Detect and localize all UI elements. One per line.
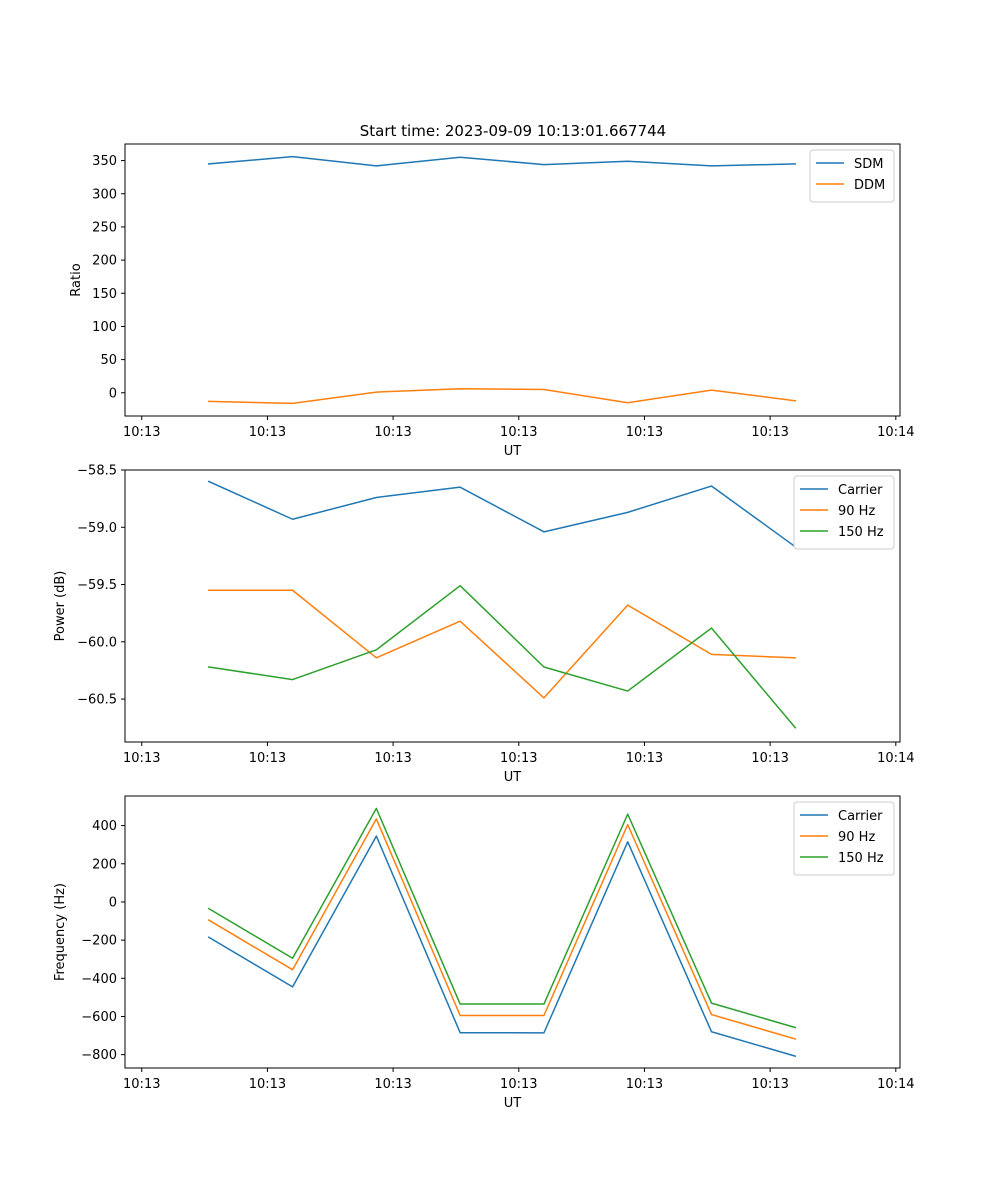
x-tick-label: 10:13 xyxy=(751,1077,788,1092)
y-tick-label: 150 xyxy=(92,287,117,302)
x-tick-label: 10:13 xyxy=(249,751,286,766)
x-tick-label: 10:14 xyxy=(877,1077,914,1092)
y-tick-label: −600 xyxy=(81,1010,117,1025)
y-tick-label: 400 xyxy=(92,819,117,834)
y-axis-label: Frequency (Hz) xyxy=(53,883,68,981)
y-tick-label: −400 xyxy=(81,972,117,987)
series-line-90-hz xyxy=(207,818,797,1040)
x-tick-label: 10:14 xyxy=(877,425,914,440)
x-tick-label: 10:13 xyxy=(374,751,411,766)
legend-label-carrier: Carrier xyxy=(838,483,883,498)
x-tick-label: 10:13 xyxy=(123,1077,160,1092)
y-tick-label: −60.5 xyxy=(77,693,117,708)
x-tick-label: 10:13 xyxy=(751,751,788,766)
legend-label-90-hz: 90 Hz xyxy=(838,830,875,845)
legend: Carrier 90 Hz 150 Hz xyxy=(793,475,895,550)
y-tick-label: 350 xyxy=(92,154,117,169)
legend-label-sdm: SDM xyxy=(854,157,883,172)
y-tick-label: 200 xyxy=(92,857,117,872)
legend-label-90-hz: 90 Hz xyxy=(838,504,875,519)
x-tick-label: 10:13 xyxy=(249,1077,286,1092)
x-tick-label: 10:13 xyxy=(500,1077,537,1092)
series-line-ddm xyxy=(208,388,797,405)
legend-label-carrier: Carrier xyxy=(838,809,883,824)
plot-frame xyxy=(124,143,901,417)
figure-title: Start time: 2023-09-09 10:13:01.667744 xyxy=(360,122,666,140)
y-tick-label: −60.0 xyxy=(77,635,117,650)
x-tick-label: 10:14 xyxy=(877,751,914,766)
series-line-carrier xyxy=(207,835,797,1058)
x-tick-label: 10:13 xyxy=(374,1077,411,1092)
x-tick-label: 10:13 xyxy=(123,425,160,440)
y-tick-label: 100 xyxy=(92,320,117,335)
y-tick-label: −58.5 xyxy=(77,464,117,479)
subplot-1: 10:13 10:13 10:13 10:13 10:13 10:13 10:14 0 50 10… xyxy=(69,143,915,459)
x-tick-label: 10:13 xyxy=(626,1077,663,1092)
x-tick-label: 10:13 xyxy=(751,425,788,440)
y-tick-label: 0 xyxy=(109,895,117,910)
y-tick-label: 250 xyxy=(92,220,117,235)
x-tick-label: 10:13 xyxy=(249,425,286,440)
x-tick-label: 10:13 xyxy=(500,425,537,440)
legend-label-150-hz: 150 Hz xyxy=(838,525,884,540)
series-line-carrier xyxy=(207,480,797,548)
y-tick-label: 200 xyxy=(92,254,117,269)
plot-frame xyxy=(124,795,901,1069)
y-tick-label: −59.5 xyxy=(77,578,117,593)
y-tick-label: 300 xyxy=(92,187,117,202)
x-axis-label: UT xyxy=(504,770,522,785)
y-axis-label: Power (dB) xyxy=(53,571,68,642)
y-tick-label: −200 xyxy=(81,934,117,949)
y-tick-label: 0 xyxy=(109,386,117,401)
x-tick-label: 10:13 xyxy=(626,425,663,440)
legend-label-ddm: DDM xyxy=(854,178,885,193)
subplot-2: 10:13 10:13 10:13 10:13 10:13 10:13 10:14 −58.5… xyxy=(53,464,915,786)
y-tick-label: −800 xyxy=(81,1048,117,1063)
y-tick-label: −59.0 xyxy=(77,521,117,536)
legend-label-150-hz: 150 Hz xyxy=(838,851,884,866)
x-axis-label: UT xyxy=(504,1096,522,1111)
series-line-150-hz xyxy=(207,807,797,1029)
y-tick-label: 50 xyxy=(100,353,117,368)
subplot-3: 10:13 10:13 10:13 10:13 10:13 10:13 10:14 400 20… xyxy=(53,795,915,1111)
series-line-90-hz xyxy=(208,589,797,699)
x-tick-label: 10:13 xyxy=(626,751,663,766)
x-tick-label: 10:13 xyxy=(374,425,411,440)
x-tick-label: 10:13 xyxy=(500,751,537,766)
x-axis-label: UT xyxy=(504,444,522,459)
y-axis-label: Ratio xyxy=(69,263,84,296)
series-line-sdm xyxy=(207,155,797,167)
plot-frame xyxy=(124,469,901,743)
series-line-150-hz xyxy=(207,584,797,729)
legend: SDM DDM xyxy=(809,149,895,203)
legend: Carrier 90 Hz 150 Hz xyxy=(793,801,895,876)
x-tick-label: 10:13 xyxy=(123,751,160,766)
